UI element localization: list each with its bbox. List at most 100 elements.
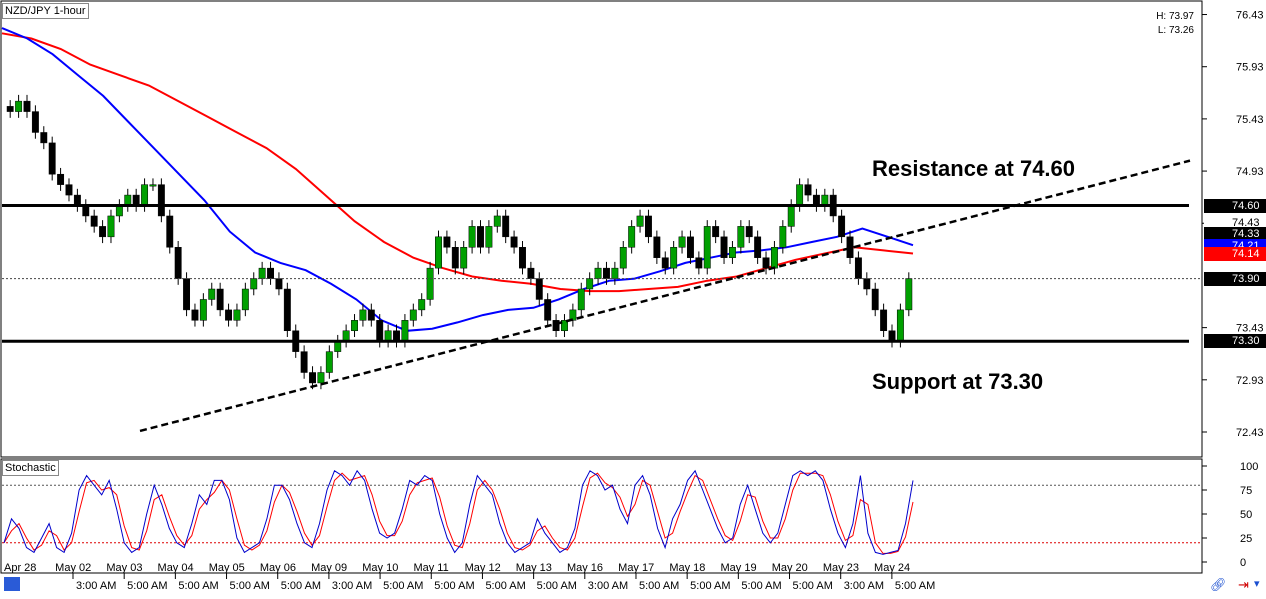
- candle-body: [905, 278, 913, 311]
- candle-body: [124, 194, 132, 206]
- stochastic-plot: [2, 469, 1201, 555]
- stoch-tick-label: 0: [1240, 557, 1246, 569]
- candle-body: [15, 100, 23, 112]
- candle-body: [569, 309, 577, 321]
- candle-body: [796, 184, 804, 206]
- candle-body: [48, 142, 56, 175]
- x-tick-time: 5:00 AM: [690, 580, 730, 592]
- stoch-d-line: [3, 472, 914, 554]
- candle-body: [695, 257, 703, 269]
- candle-body: [502, 215, 510, 238]
- x-tick-date: May 23: [823, 562, 859, 574]
- candle-body: [586, 278, 594, 290]
- candle-body: [519, 247, 526, 269]
- candle-body: [493, 215, 501, 227]
- candle-body: [812, 194, 820, 206]
- candle-body: [99, 226, 107, 238]
- x-tick-time: 3:00 AM: [76, 580, 116, 592]
- candle-body: [535, 278, 543, 300]
- x-tick-date: May 18: [669, 562, 705, 574]
- candle-body: [787, 205, 795, 227]
- x-tick-date: May 12: [465, 562, 501, 574]
- candle-body: [300, 351, 308, 373]
- candle-body: [468, 226, 476, 248]
- price-badge: 73.30: [1204, 334, 1266, 349]
- candle-body: [460, 247, 468, 269]
- candle-body: [65, 184, 73, 196]
- candle-body: [703, 226, 711, 269]
- candle-body: [317, 372, 325, 384]
- candle-body: [838, 215, 846, 238]
- candle-body: [107, 215, 115, 238]
- y-tick-label: 75.43: [1236, 114, 1264, 126]
- candle-body: [40, 132, 48, 144]
- x-tick-time: 5:00 AM: [485, 580, 525, 592]
- price-plot: [1, 27, 1201, 433]
- x-tick-date: May 24: [874, 562, 910, 574]
- stoch-k-line: [3, 469, 914, 555]
- candle-body: [183, 278, 191, 311]
- candle-body: [779, 226, 787, 248]
- candle-body: [544, 299, 552, 321]
- candle-body: [687, 236, 694, 258]
- candle-body: [737, 226, 745, 248]
- x-tick-date: May 03: [106, 562, 142, 574]
- indicator-panel-frame: [0, 458, 1203, 574]
- price-badge: 74.60: [1204, 198, 1266, 213]
- menu-icon[interactable]: [4, 577, 20, 591]
- candle-body: [73, 194, 81, 206]
- y-tick-label: 72.43: [1236, 427, 1264, 439]
- x-tick-time: 3:00 AM: [332, 580, 372, 592]
- stoch-tick-label: 75: [1240, 485, 1252, 497]
- stoch-tick-label: 25: [1240, 533, 1252, 545]
- candle-body: [216, 288, 224, 311]
- x-tick-date: May 13: [516, 562, 552, 574]
- candle-body: [871, 288, 879, 311]
- candle-body: [359, 309, 367, 321]
- candle-body: [57, 173, 65, 185]
- candle-body: [594, 267, 602, 279]
- candle-body: [258, 267, 266, 279]
- scroll-down-icon[interactable]: ▾: [1254, 578, 1260, 590]
- candle-body: [149, 184, 157, 187]
- candle-body: [888, 330, 896, 342]
- x-tick-date: May 04: [158, 562, 194, 574]
- candle-body: [561, 320, 568, 332]
- trendline: [139, 159, 1191, 433]
- candle-body: [619, 247, 627, 269]
- candle-body: [267, 267, 274, 279]
- price-badge: 74.33: [1204, 226, 1266, 241]
- candle-body: [577, 288, 585, 311]
- candle-body: [762, 257, 770, 269]
- candle-body: [115, 205, 123, 217]
- support-annotation: Support at 73.30: [872, 369, 1043, 394]
- x-tick-date: May 05: [209, 562, 245, 574]
- candle-body: [896, 309, 904, 342]
- link-icon[interactable]: 🔗︎: [1210, 577, 1227, 592]
- x-tick-date: May 11: [413, 562, 448, 574]
- x-tick-time: 5:00 AM: [383, 580, 423, 592]
- y-tick-label: 72.93: [1236, 375, 1264, 387]
- x-tick-time: 3:00 AM: [844, 580, 884, 592]
- x-tick-date: May 17: [618, 562, 654, 574]
- candle-body: [880, 309, 888, 332]
- candle-body: [770, 247, 778, 269]
- candle-body: [854, 257, 862, 279]
- x-tick-date: May 10: [362, 562, 398, 574]
- candle-body: [393, 330, 400, 342]
- candle-body: [636, 215, 644, 227]
- candle-body: [426, 267, 434, 300]
- candle-body: [367, 309, 375, 321]
- x-tick-time: 5:00 AM: [741, 580, 781, 592]
- autoscroll-icon[interactable]: ⇥: [1238, 577, 1249, 592]
- low-label: L: 73.26: [1157, 25, 1194, 36]
- candle-body: [132, 194, 140, 206]
- price-badge: 73.90: [1204, 271, 1266, 286]
- candle-body: [250, 278, 258, 290]
- y-tick-label: 73.43: [1236, 323, 1264, 335]
- candle-body: [342, 330, 350, 342]
- candle-body: [225, 309, 233, 321]
- x-tick-time: 3:00 AM: [588, 580, 628, 592]
- candle-body: [351, 320, 358, 332]
- x-tick-date: Apr 28: [4, 562, 36, 574]
